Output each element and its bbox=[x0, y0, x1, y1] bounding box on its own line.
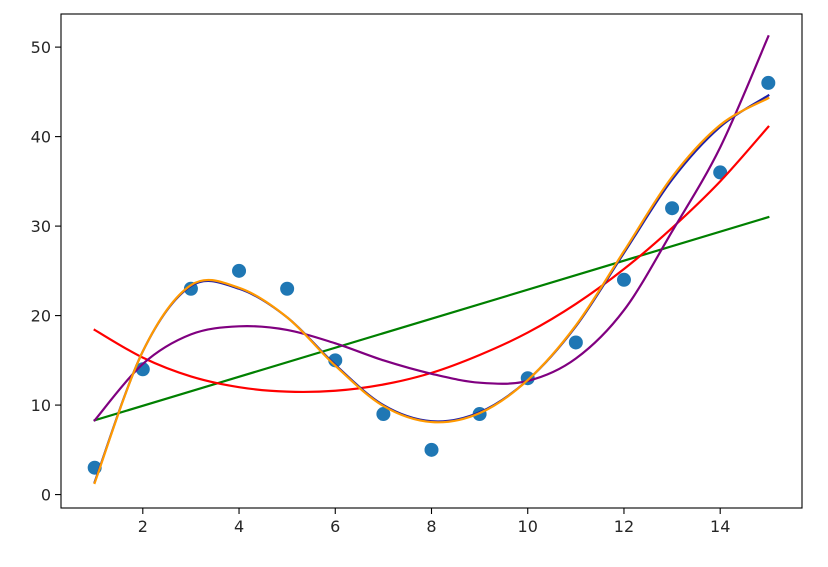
data-point bbox=[713, 165, 728, 180]
x-tick-label: 6 bbox=[330, 517, 340, 536]
y-tick-label: 20 bbox=[31, 307, 51, 326]
data-point bbox=[568, 335, 583, 350]
y-tick-label: 10 bbox=[31, 396, 51, 415]
fit-line-1 bbox=[93, 215, 770, 422]
x-tick-label: 14 bbox=[710, 517, 730, 536]
fit-line-5 bbox=[93, 96, 770, 485]
data-point bbox=[232, 263, 247, 278]
fit-line-2 bbox=[93, 125, 770, 394]
y-tick-label: 40 bbox=[31, 128, 51, 147]
data-point bbox=[665, 201, 680, 216]
x-tick-label: 10 bbox=[518, 517, 538, 536]
x-tick-label: 8 bbox=[426, 517, 436, 536]
axes-frame bbox=[60, 13, 803, 509]
data-point bbox=[761, 75, 776, 90]
x-tick-label: 4 bbox=[234, 517, 244, 536]
y-tick-label: 0 bbox=[41, 486, 51, 505]
data-point bbox=[280, 281, 295, 296]
x-tick-label: 12 bbox=[614, 517, 634, 536]
x-axis: 2 4 6 8 10 12 14 bbox=[138, 508, 730, 536]
data-point bbox=[616, 272, 631, 287]
plot-area bbox=[87, 34, 776, 485]
y-tick-label: 50 bbox=[31, 38, 51, 57]
fit-line-3 bbox=[93, 34, 770, 422]
data-point bbox=[376, 407, 391, 422]
x-tick-label: 2 bbox=[138, 517, 148, 536]
y-axis: 0 10 20 30 40 50 bbox=[31, 38, 61, 505]
y-tick-label: 30 bbox=[31, 217, 51, 236]
data-point bbox=[424, 442, 439, 457]
